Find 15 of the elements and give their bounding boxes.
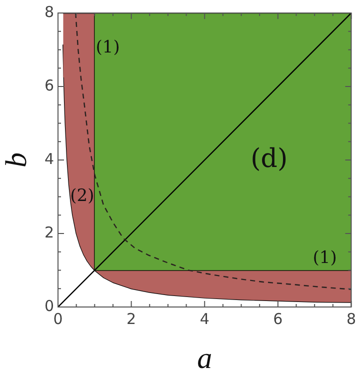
y-tick-label: 2 [44, 223, 54, 242]
y-axis-title: b [0, 152, 33, 168]
y-tick-label: 4 [44, 150, 54, 168]
x-tick-label: 8 [346, 310, 356, 328]
y-tick-label: 8 [44, 2, 54, 21]
x-tick-label: 2 [126, 310, 136, 328]
annotation: (2) [70, 186, 94, 206]
annotation: (1) [96, 38, 120, 58]
annotation: (d) [250, 144, 288, 174]
y-tick-label: 0 [44, 296, 54, 315]
y-tick-label: 6 [44, 76, 54, 94]
x-tick-label: 6 [273, 310, 283, 328]
x-tick-label: 4 [200, 310, 210, 328]
x-axis-title: a [197, 342, 212, 375]
annotation: (1) [312, 248, 337, 268]
